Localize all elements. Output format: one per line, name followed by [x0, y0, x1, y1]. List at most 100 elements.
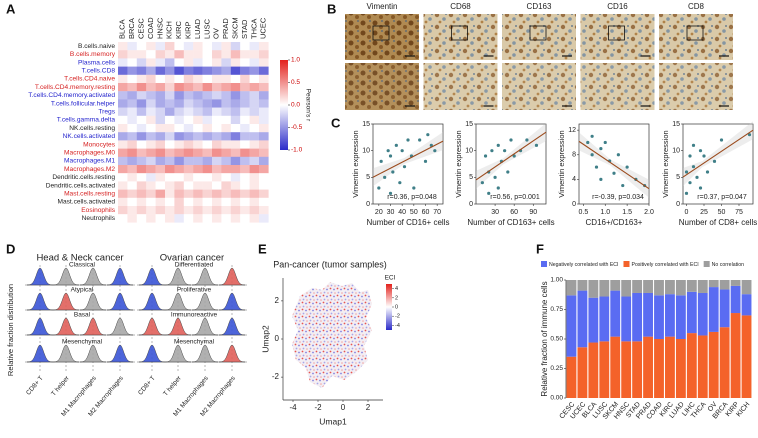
heatmap-cell [183, 99, 194, 108]
point [503, 149, 507, 153]
bar-segment [621, 296, 632, 342]
heatmap-cell [146, 115, 156, 125]
heatmap-cell [202, 50, 213, 59]
heatmap-cell [221, 50, 231, 59]
panel-letter: D [6, 241, 15, 256]
density [191, 344, 219, 363]
heatmap-cell [212, 132, 222, 141]
heatmap-cell [240, 206, 250, 215]
heatmap-cell [230, 50, 241, 59]
heatmap-cell [230, 132, 241, 141]
heatmap-cell [146, 124, 156, 133]
point [625, 165, 629, 169]
bar-segment [599, 296, 610, 342]
heatmap-cell [221, 91, 231, 100]
heatmap-cell [240, 58, 250, 67]
colorbar-tick-label: 2 [395, 295, 398, 301]
heatmap-cell [183, 148, 194, 157]
bar-segment [719, 280, 730, 290]
ihc-zoom-image [659, 63, 733, 110]
density [106, 292, 134, 311]
point [388, 154, 393, 158]
row-label: Dendritic.cells.activated [46, 182, 116, 189]
fit-line [372, 140, 444, 178]
density [218, 317, 246, 336]
ihc-zoom-image [345, 63, 419, 110]
bar-segment [577, 347, 588, 398]
y-tick-label: 10 [362, 148, 370, 155]
x-tick-label: 60 [422, 209, 430, 216]
heatmap-cell [240, 91, 250, 100]
heatmap-cell [146, 156, 156, 166]
density [26, 344, 54, 363]
heatmap-cell [165, 66, 175, 75]
heatmap-cell [174, 148, 184, 157]
heatmap-cell [240, 165, 250, 174]
heatmap-cell [136, 140, 147, 149]
heatmap-cell [221, 156, 231, 166]
y-tick-label: 5 [676, 174, 680, 181]
heatmap-cell [193, 50, 203, 59]
x-tick-label: 25 [700, 209, 708, 216]
heatmap-cell [221, 74, 231, 84]
heatmap-cell [202, 197, 213, 207]
heatmap-cell [202, 124, 213, 133]
x-tick-label: CD8+ T [25, 375, 45, 397]
y-tick-label: 12 [568, 127, 576, 134]
heatmap-cell [202, 66, 213, 75]
heatmap-cell [193, 58, 203, 67]
point [599, 147, 603, 151]
heatmap-cell [193, 66, 203, 75]
heatmap-cell [146, 91, 156, 100]
heatmap-cell [193, 42, 203, 51]
y-tick-label: 0.00 [550, 395, 563, 402]
row-label: T.cells.CD4.memory.activated [28, 92, 115, 99]
point [534, 143, 539, 147]
heatmap-cell [202, 189, 213, 198]
heatmap-cell [193, 140, 203, 149]
heatmap-cell [118, 74, 128, 84]
heatmap-cell [127, 99, 137, 108]
heatmap-cell [259, 197, 269, 207]
heatmap-cell [127, 181, 137, 190]
heatmap-cell [249, 42, 260, 51]
heatmap-cell [146, 66, 156, 75]
heatmap-cell [240, 50, 250, 59]
heatmap-cell [155, 107, 166, 116]
heatmap-cell [230, 91, 241, 100]
point [512, 154, 516, 158]
heatmap-cell [183, 206, 194, 215]
image-label: CD16 [607, 2, 628, 11]
point [621, 183, 625, 188]
heatmap-cell [249, 115, 260, 125]
heatmap-cell [259, 214, 269, 223]
bar-segment [599, 341, 610, 398]
heatmap-cell [212, 83, 222, 92]
heatmap-cell [240, 189, 250, 198]
heatmap-cell [127, 91, 137, 100]
heatmap-cell [249, 148, 260, 157]
y-tick-label: -2 [272, 372, 280, 381]
heatmap-cell [118, 99, 128, 108]
heatmap-cell [212, 214, 222, 223]
x-tick-label: CD8+ T [137, 375, 157, 397]
density [191, 267, 219, 286]
x-axis-label: Number of CD16+ cells [367, 218, 450, 227]
point [426, 133, 430, 137]
heatmap-cell [212, 197, 222, 207]
row-label: Mast.cells.activated [57, 199, 115, 206]
heatmap-cell [155, 148, 166, 157]
heatmap-cell [193, 107, 203, 116]
heatmap-cell [212, 124, 222, 133]
heatmap-cell [174, 165, 184, 174]
heatmap-cell [146, 148, 156, 157]
subtype-label: Mesenchymal [62, 339, 103, 346]
point [691, 165, 696, 169]
heatmap-cell [193, 83, 203, 92]
bar-segment [697, 292, 708, 336]
heatmap-cell [174, 42, 184, 51]
bar-segment [686, 291, 697, 334]
row-label: T.cells.gamma.delta [57, 117, 116, 124]
y-tick-label: 0 [572, 201, 576, 208]
